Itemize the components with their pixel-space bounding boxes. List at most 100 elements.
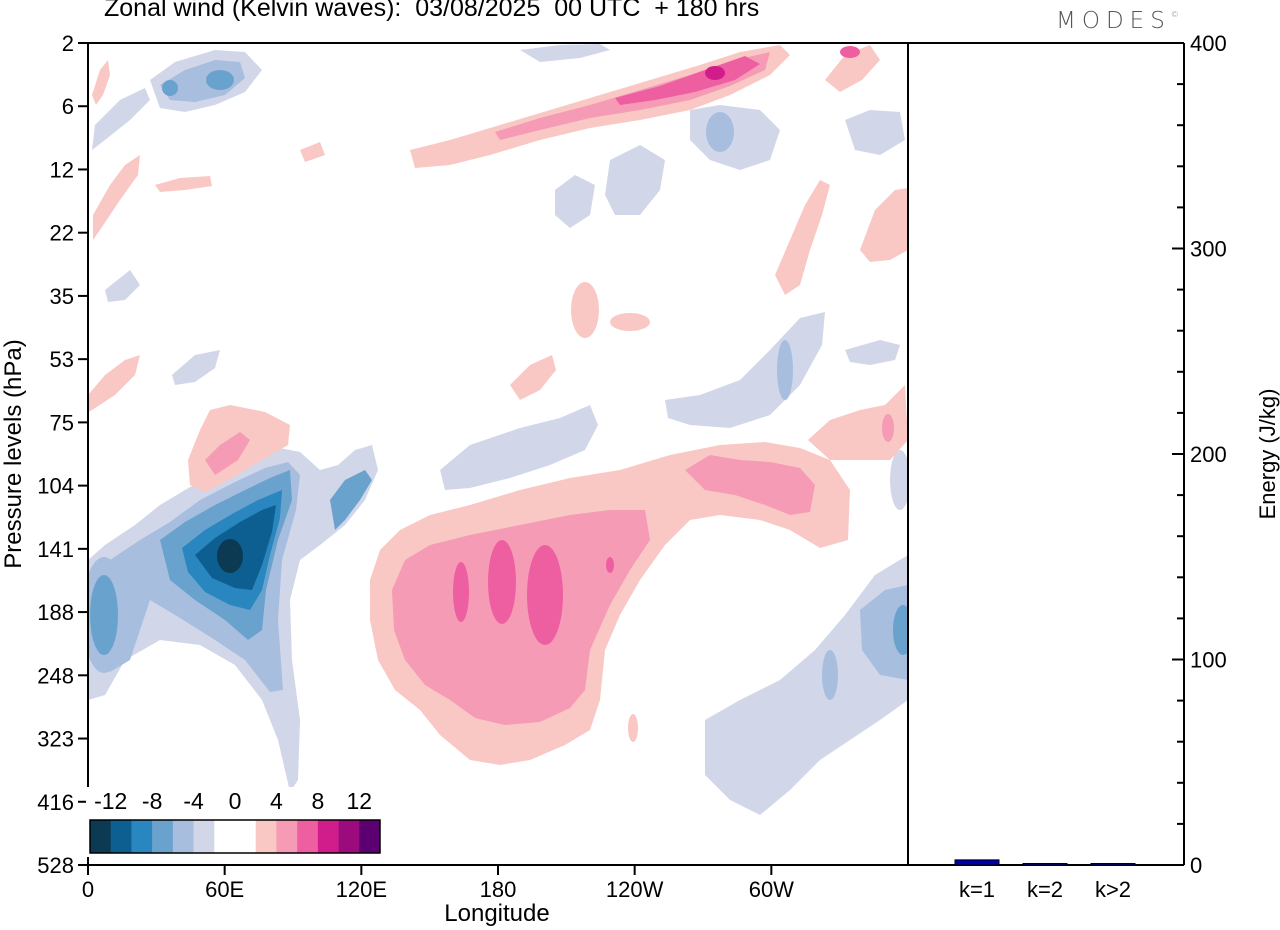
pos-top-right bbox=[825, 45, 880, 92]
neg-upper-left-core2 bbox=[162, 80, 178, 96]
colorbar-label: -12 bbox=[94, 788, 127, 814]
positive-anomalies bbox=[88, 45, 908, 765]
energy-tick-label: 100 bbox=[1190, 648, 1227, 673]
pos-322 bbox=[628, 714, 638, 742]
energy-bar-label: k=2 bbox=[1027, 877, 1063, 902]
contour-field bbox=[88, 43, 908, 865]
colorbar-swatch bbox=[172, 820, 194, 853]
colorbar-swatch bbox=[214, 820, 236, 853]
pos-right-edge-22 bbox=[860, 188, 908, 262]
pressure-tick-label: 35 bbox=[50, 284, 74, 309]
neg-top-center bbox=[520, 44, 610, 62]
pos-core-4 bbox=[606, 557, 614, 573]
colorbar-swatch bbox=[255, 820, 277, 853]
neg-lower-right-2 bbox=[860, 585, 908, 680]
colorbar-label: 8 bbox=[311, 788, 324, 814]
energy-bar-labels: k=1 k=2 k>2 bbox=[959, 877, 1131, 902]
pos-right-75-core bbox=[882, 414, 894, 442]
pressure-tick-label: 141 bbox=[37, 537, 74, 562]
pressure-tick-label: 6 bbox=[62, 94, 74, 119]
energy-bar bbox=[1090, 863, 1136, 866]
neg-lower-right-core bbox=[893, 605, 908, 655]
colorbar-label: -8 bbox=[142, 788, 162, 814]
neg-top-left bbox=[92, 88, 150, 150]
pos-contour-2 bbox=[392, 510, 650, 725]
colorbar-swatch bbox=[359, 820, 381, 853]
pos-core-3 bbox=[527, 545, 563, 645]
neg-lower-right bbox=[705, 555, 908, 815]
neg-upper-right-core bbox=[777, 340, 793, 400]
pos-upper-core bbox=[705, 66, 725, 80]
colorbar-label: 12 bbox=[346, 788, 372, 814]
energy-bar bbox=[954, 859, 1000, 866]
neg-right-edge-mid bbox=[890, 450, 908, 510]
neg-top-right-core bbox=[706, 112, 734, 152]
energy-bar-label: k=1 bbox=[959, 877, 995, 902]
energy-axis: 0 100 200 300 400 bbox=[1172, 31, 1227, 878]
logo-mark: © bbox=[1170, 10, 1179, 19]
neg-mid-band bbox=[440, 405, 598, 490]
neg-right-top bbox=[845, 110, 905, 155]
negative-anomalies bbox=[88, 44, 908, 815]
pressure-axis: 2 6 12 22 35 53 75 104 141 188 248 323 416 528 bbox=[37, 31, 88, 878]
pos-right-22 bbox=[775, 180, 830, 295]
pressure-tick-label: 248 bbox=[37, 663, 74, 688]
pos-75-left-2 bbox=[205, 432, 250, 475]
pos-35-a bbox=[571, 282, 599, 338]
longitude-axis: 0 60E 120E 180 120W 60W bbox=[82, 865, 794, 902]
logo-text: MODES bbox=[1056, 8, 1171, 34]
longitude-tick-label: 60E bbox=[205, 877, 244, 902]
neg-12hpa bbox=[605, 145, 665, 215]
colorbar-swatch bbox=[152, 820, 174, 853]
colorbar-label: -4 bbox=[183, 788, 204, 814]
longitude-tick-label: 120E bbox=[336, 877, 387, 902]
energy-tick-label: 0 bbox=[1190, 853, 1202, 878]
pos-53 bbox=[510, 355, 556, 400]
colorbar-label: 4 bbox=[270, 788, 283, 814]
pos-12-c bbox=[300, 142, 325, 162]
neg-12hpa-b bbox=[555, 175, 595, 228]
x-axis-title: Longitude bbox=[444, 900, 549, 927]
pressure-tick-label: 22 bbox=[50, 221, 74, 246]
neg-right-53 bbox=[845, 340, 900, 365]
neg-35hpa bbox=[105, 270, 140, 302]
energy-tick-label: 300 bbox=[1190, 237, 1227, 262]
longitude-tick-label: 60W bbox=[749, 877, 794, 902]
energy-bars bbox=[954, 859, 1136, 866]
pos-top-right-core bbox=[840, 46, 860, 58]
neg-53hpa bbox=[172, 350, 220, 385]
pos-core-2 bbox=[488, 540, 516, 624]
colorbar: -12 -8 -4 0 4 8 12 bbox=[86, 787, 384, 857]
pos-top-left bbox=[92, 60, 110, 105]
pos-upper-band-3 bbox=[615, 56, 760, 105]
chart-title: Zonal wind (Kelvin waves): 03/08/2025 00… bbox=[104, 0, 760, 22]
colorbar-swatch bbox=[131, 820, 153, 853]
energy-bar-label: k>2 bbox=[1095, 877, 1131, 902]
colorbar-label: 0 bbox=[229, 788, 242, 814]
pos-12-b bbox=[155, 176, 212, 192]
colorbar-swatch bbox=[235, 820, 257, 853]
modes-logo: MODES© bbox=[1056, 8, 1179, 34]
longitude-tick-label: 180 bbox=[480, 877, 517, 902]
colorbar-swatch bbox=[276, 820, 298, 853]
colorbar-frame bbox=[89, 819, 381, 854]
pressure-tick-label: 104 bbox=[37, 474, 74, 499]
pos-core-1 bbox=[453, 562, 469, 622]
pos-35-b bbox=[610, 313, 650, 331]
colorbar-swatch bbox=[338, 820, 360, 853]
neg-lower-right-small bbox=[822, 650, 838, 700]
pressure-tick-label: 53 bbox=[50, 347, 74, 372]
pos-left-12 bbox=[93, 155, 140, 240]
energy-axis-title: Energy (J/kg) bbox=[1255, 389, 1280, 520]
pos-right-75 bbox=[808, 385, 908, 460]
pressure-tick-label: 75 bbox=[50, 410, 74, 435]
pos-left-53 bbox=[88, 355, 140, 412]
colorbar-swatch bbox=[317, 820, 339, 853]
neg-core bbox=[217, 539, 243, 573]
pressure-tick-label: 528 bbox=[37, 853, 74, 878]
y-axis-title: Pressure levels (hPa) bbox=[0, 339, 27, 568]
neg-upper-left-core bbox=[206, 70, 234, 90]
pressure-tick-label: 416 bbox=[37, 790, 74, 815]
